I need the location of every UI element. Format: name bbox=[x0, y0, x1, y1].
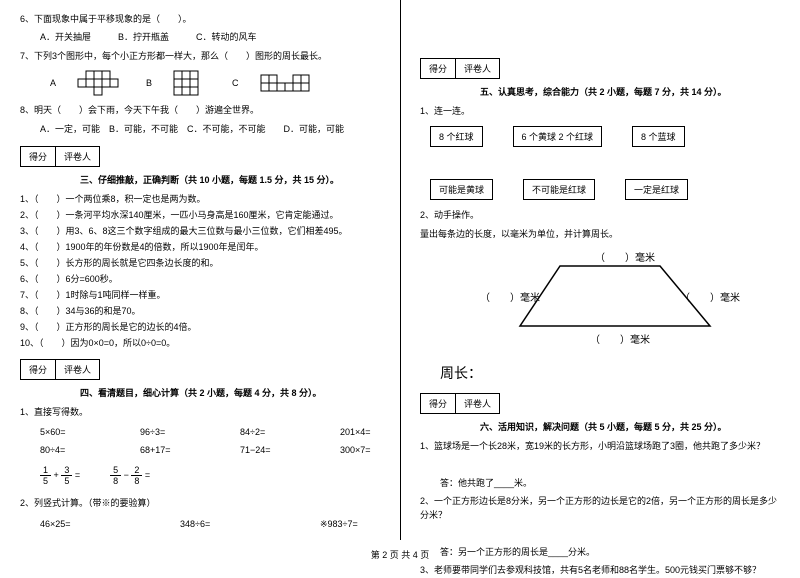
calc-item: 5×60= bbox=[40, 427, 110, 437]
svg-text:（ ）毫米: （ ）毫米 bbox=[590, 333, 650, 346]
shape-c-label: C bbox=[232, 78, 239, 88]
judge-item: 5、（ ）长方形的周长就是它四条边长度的和。 bbox=[20, 256, 380, 269]
calc-item: 80÷4= bbox=[40, 445, 110, 455]
q6-3: 3、老师要带同学们去参观科技馆，共有5名老师和88名学生。500元钱买门票够不够… bbox=[420, 563, 780, 577]
score-box-4: 得分 评卷人 bbox=[20, 359, 380, 380]
score-box-5: 得分 评卷人 bbox=[420, 58, 780, 79]
calc2-title: 2、列竖式计算。（带※的要验算） bbox=[20, 496, 380, 510]
page-footer: 第 2 页 共 4 页 bbox=[0, 548, 800, 561]
tag: 一定是红球 bbox=[625, 179, 688, 200]
shape-a-label: A bbox=[50, 78, 56, 88]
section6-title: 六、活用知识，解决问题（共 5 小题，每题 5 分，共 25 分）。 bbox=[480, 420, 780, 433]
calc-item: 84÷2= bbox=[240, 427, 310, 437]
q7-shapes: A B C bbox=[50, 69, 380, 97]
q6-text: 6、下面现象中属于平移现象的是（ ）。 bbox=[20, 12, 380, 26]
score-box-3: 得分 评卷人 bbox=[20, 146, 380, 167]
judge-item: 2、（ ）一条河平均水深140厘米，一匹小马身高是160厘米，它肯定能通过。 bbox=[20, 208, 380, 221]
svg-text:（ ）毫米: （ ）毫米 bbox=[480, 291, 540, 304]
q5-1-title: 1、连一连。 bbox=[420, 104, 780, 118]
section4-title: 四、看清题目，细心计算（共 2 小题，每题 4 分，共 8 分）。 bbox=[80, 386, 380, 399]
judge-list: 1、（ ）一个两位乘8，积一定也是两为数。 2、（ ）一条河平均水深140厘米，… bbox=[20, 192, 380, 349]
calc-item: 348÷6= bbox=[180, 519, 290, 530]
judge-item: 1、（ ）一个两位乘8，积一定也是两为数。 bbox=[20, 192, 380, 205]
q8-text: 8、明天（ ）会下雨，今天下午我（ ）游遍全世界。 bbox=[20, 103, 380, 117]
calc-item: 46×25= bbox=[40, 519, 150, 530]
frac-expr: 15 + 35 = bbox=[40, 465, 80, 486]
grader-label: 评卷人 bbox=[55, 359, 100, 380]
trapezoid-diagram: （ ）毫米 （ ）毫米 （ ）毫米 （ ）毫米 bbox=[480, 251, 780, 353]
judge-item: 4、（ ）1900年的年份数是4的倍数，所以1900年是闰年。 bbox=[20, 240, 380, 253]
grader-label: 评卷人 bbox=[455, 58, 500, 79]
tag: 可能是黄球 bbox=[430, 179, 493, 200]
judge-item: 9、（ ）正方形的周长是它的边长的4倍。 bbox=[20, 320, 380, 333]
frac-row: 15 + 35 = 58 − 28 = bbox=[40, 465, 380, 486]
calc-item: 71−24= bbox=[240, 445, 310, 455]
frac-expr: 58 − 28 = bbox=[110, 465, 150, 486]
q7-text: 7、下列3个图形中，每个小正方形都一样大，那么（ ）图形的周长最长。 bbox=[20, 49, 380, 63]
grader-label: 评卷人 bbox=[55, 146, 100, 167]
tags-bot: 可能是黄球 不可能是红球 一定是红球 bbox=[430, 179, 780, 200]
score-label: 得分 bbox=[420, 393, 456, 414]
q6-1: 1、篮球场是一个长28米，宽19米的长方形，小明沿篮球场跑了3圈，他共跑了多少米… bbox=[420, 439, 780, 453]
calc-row: 46×25= 348÷6= ※983÷7= bbox=[40, 519, 380, 530]
calc-item: 68+17= bbox=[140, 445, 210, 455]
score-label: 得分 bbox=[20, 359, 56, 380]
tag: 8 个红球 bbox=[430, 126, 483, 147]
q6-opts: A．开关抽屉 B．拧开瓶盖 C．转动的风车 bbox=[40, 30, 380, 44]
grader-label: 评卷人 bbox=[455, 393, 500, 414]
score-label: 得分 bbox=[20, 146, 56, 167]
shape-c bbox=[259, 73, 319, 93]
calc-row: 80÷4= 68+17= 71−24= 300×7= bbox=[40, 445, 380, 455]
judge-item: 6、（ ）6分=600秒。 bbox=[20, 272, 380, 285]
score-label: 得分 bbox=[420, 58, 456, 79]
q6-2: 2、一个正方形边长是8分米，另一个正方形的边长是它的2倍，另一个正方形的周长是多… bbox=[420, 494, 780, 523]
calc-item: 96÷3= bbox=[140, 427, 210, 437]
section3-title: 三、仔细推敲，正确判断（共 10 小题，每题 1.5 分，共 15 分）。 bbox=[80, 173, 380, 186]
judge-item: 3、（ ）用3、6、8这三个数字组成的最大三位数与最小三位数，它们相差495。 bbox=[20, 224, 380, 237]
tag: 8 个蓝球 bbox=[632, 126, 685, 147]
calc-row: 5×60= 96÷3= 84÷2= 201×4= bbox=[40, 427, 380, 437]
q8-opts: A．一定，可能 B．可能，不可能 C．不可能，不可能 D．可能，可能 bbox=[40, 122, 380, 136]
q5-2-title: 2、动手操作。 bbox=[420, 208, 780, 222]
calc-item: ※983÷7= bbox=[320, 519, 390, 530]
tag: 6 个黄球 2 个红球 bbox=[513, 126, 603, 147]
judge-item: 7、（ ）1时除与1吨同样一样重。 bbox=[20, 288, 380, 301]
shape-a bbox=[76, 69, 126, 97]
calc1-title: 1、直接写得数。 bbox=[20, 405, 380, 419]
q5-2-text: 量出每条边的长度，以毫米为单位，并计算周长。 bbox=[420, 227, 780, 241]
svg-text:（ ）毫米: （ ）毫米 bbox=[595, 251, 655, 264]
judge-item: 10、（ ）因为0×0=0，所以0÷0=0。 bbox=[20, 336, 380, 349]
shape-b bbox=[172, 69, 212, 97]
q6-1-ans: 答：他共跑了____米。 bbox=[440, 476, 780, 490]
shape-b-label: B bbox=[146, 78, 152, 88]
score-box-6: 得分 评卷人 bbox=[420, 393, 780, 414]
svg-text:（ ）毫米: （ ）毫米 bbox=[680, 291, 740, 304]
judge-item: 8、（ ）34与36的和是70。 bbox=[20, 304, 380, 317]
perimeter-label: 周长： bbox=[440, 363, 780, 383]
section5-title: 五、认真思考，综合能力（共 2 小题，每题 7 分，共 14 分）。 bbox=[480, 85, 780, 98]
tags-top: 8 个红球 6 个黄球 2 个红球 8 个蓝球 bbox=[430, 126, 780, 147]
tag: 不可能是红球 bbox=[523, 179, 595, 200]
